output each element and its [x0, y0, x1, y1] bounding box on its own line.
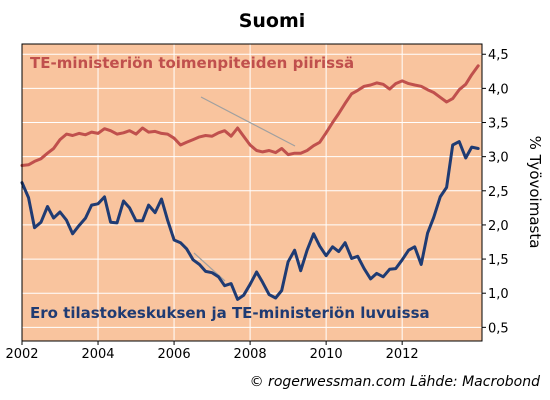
series-line-ero: [20, 140, 480, 301]
x-tick-label: 2006: [158, 347, 191, 362]
y-tick-label: 4,0: [488, 82, 509, 97]
grid: [21, 44, 482, 341]
y-axis: 0,5 1,0 1,5 2,0 2,5 3,0 3,5 4,0 4,5: [482, 48, 509, 336]
series-layer: [20, 64, 480, 301]
series-line-te-ministerio: [20, 64, 480, 167]
x-axis: 2002 2004 2006 2008 2010 2012: [5, 341, 419, 362]
plot-border: [21, 43, 483, 342]
y-tick-label: 4,5: [488, 48, 509, 63]
x-tick-label: 2010: [310, 347, 343, 362]
y-tick-label: 2,5: [488, 185, 509, 200]
chart-title: Suomi: [239, 10, 306, 32]
y-tick-label: 3,0: [488, 151, 509, 166]
annotation-arrow-te: [200, 96, 296, 147]
x-tick-label: 2008: [234, 347, 267, 362]
y-tick-label: 1,0: [488, 287, 509, 302]
y-tick-label: 1,5: [488, 253, 509, 268]
x-tick-label: 2002: [5, 347, 38, 362]
y-tick-label: 0,5: [488, 321, 509, 336]
legend-label-ero: Ero tilastokeskuksen ja TE-ministeriön l…: [30, 304, 430, 322]
legend-label-te: TE-ministeriön toimenpiteiden piirissä: [30, 54, 354, 72]
y-tick-label: 3,5: [488, 117, 509, 132]
y-axis-label: % Työvoimasta: [526, 136, 544, 249]
y-tick-label: 2,0: [488, 219, 509, 234]
credit-text: © rogerwessman.com Lähde: Macrobond: [250, 374, 540, 390]
x-tick-label: 2012: [386, 347, 419, 362]
plot-area: [22, 44, 482, 341]
x-tick-label: 2004: [81, 347, 114, 362]
